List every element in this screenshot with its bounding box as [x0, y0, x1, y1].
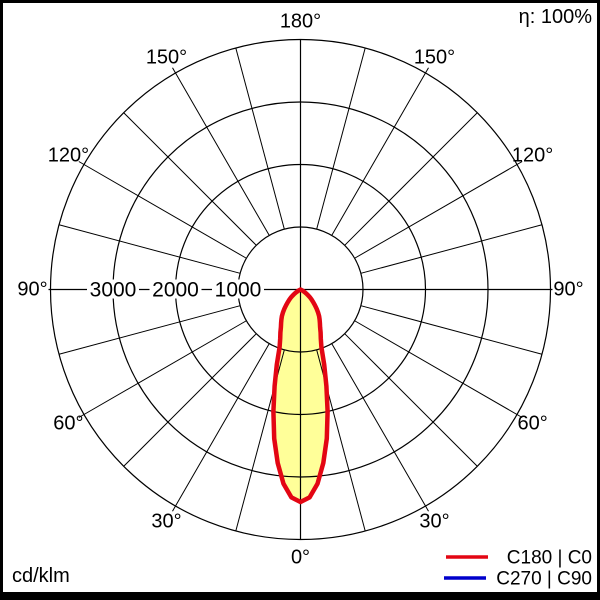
grid-spoke-150: [172, 67, 270, 236]
angle-label: 60°: [53, 413, 83, 435]
grid-spoke-75: [58, 305, 241, 355]
grid-spoke-60: [78, 320, 247, 418]
radial-tick-box: [212, 279, 264, 299]
polar-grid: [48, 38, 553, 541]
angle-label: 60°: [517, 413, 547, 435]
angle-label: 120°: [48, 145, 89, 167]
unit-label: cd/klm: [12, 565, 70, 587]
angle-label: 30°: [419, 511, 449, 533]
angle-label: 90°: [17, 279, 47, 301]
radial-tick-label: 3000: [90, 279, 137, 302]
radial-tick-label: 2000: [152, 279, 199, 302]
grid-spoke-30: [172, 343, 270, 512]
legend: C180 | C0 C270 | C90: [444, 548, 592, 590]
efficiency-label: η: 100%: [519, 6, 593, 28]
legend-label-c0: C180 | C0: [507, 548, 592, 569]
angle-label: 180°: [280, 11, 321, 33]
angle-label: 30°: [151, 511, 181, 533]
radial-tick-layer: 3000 2000 1000: [87, 279, 264, 302]
angle-label-layer: 0° 30° 30° 60° 60° 90° 90° 120° 120° 150° 150° 180°: [17, 11, 583, 569]
grid-spoke-120: [354, 161, 523, 259]
grid-spoke-120: [78, 161, 247, 259]
angle-label: 150°: [414, 46, 455, 68]
curve-layer: [271, 287, 330, 505]
radial-tick-box: [149, 279, 202, 299]
grid-spoke-165: [235, 47, 285, 230]
grid-spoke-45: [344, 333, 478, 467]
angle-label: 0°: [291, 547, 310, 569]
grid-spoke-75: [360, 305, 543, 355]
grid-spoke-135: [344, 112, 478, 246]
curve-c180-c0: [271, 287, 330, 505]
grid-spoke-30: [331, 343, 429, 512]
angle-label: 90°: [553, 279, 583, 301]
grid-spoke-105: [360, 224, 543, 274]
grid-spoke-165: [316, 47, 366, 230]
angle-label: 120°: [512, 145, 553, 167]
grid-spoke-45: [123, 333, 257, 467]
grid-spoke-150: [331, 67, 429, 236]
angle-label: 150°: [146, 46, 187, 68]
legend-label-c90: C270 | C90: [496, 569, 592, 590]
radial-tick-label: 1000: [215, 279, 262, 302]
grid-spoke-60: [354, 320, 523, 418]
grid-spoke-105: [58, 224, 241, 274]
radial-tick-box: [87, 279, 139, 299]
grid-spoke-135: [123, 112, 257, 246]
